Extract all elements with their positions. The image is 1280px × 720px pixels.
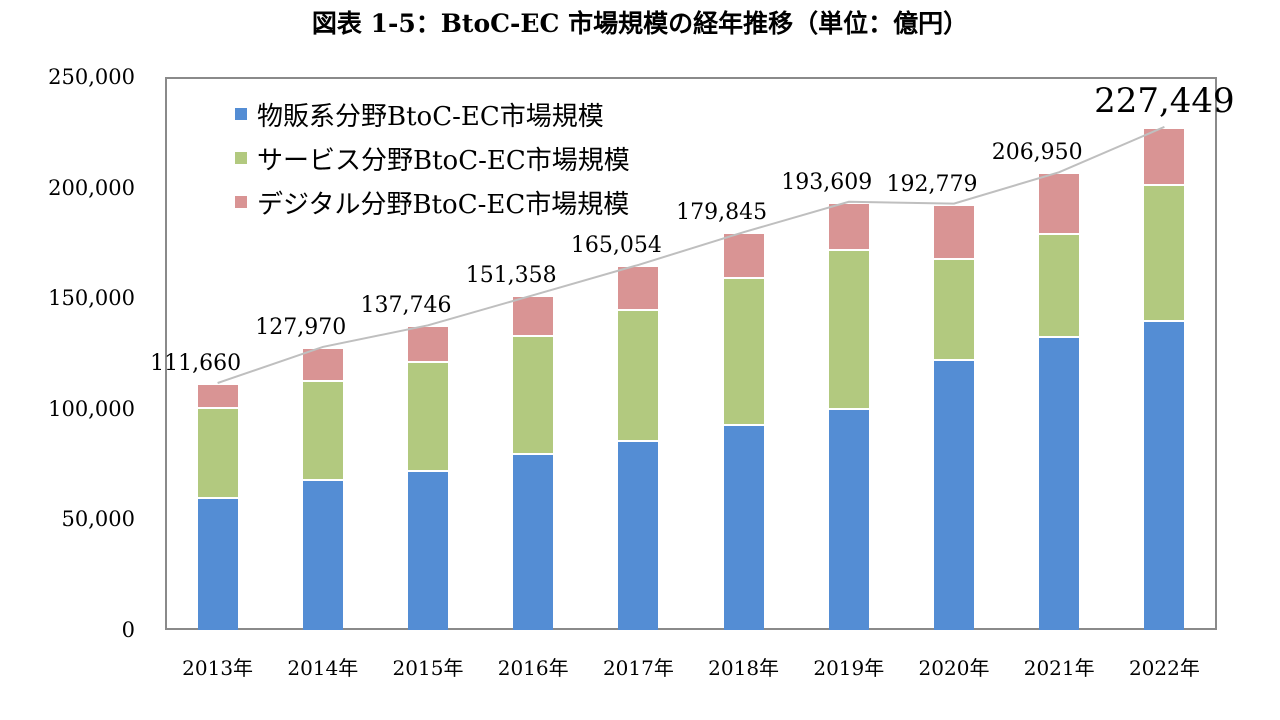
total-label: 227,449	[1094, 80, 1235, 121]
bar-segment-digital	[618, 264, 659, 310]
bar-segment-service	[723, 277, 764, 425]
bar-segment-physical	[1144, 320, 1185, 630]
total-label: 151,358	[465, 263, 557, 289]
x-tick-label: 2020年	[918, 656, 990, 680]
x-tick-label: 2015年	[392, 656, 464, 680]
bar-segment-digital	[197, 383, 238, 408]
legend: 物販系分野BtoC-EC市場規模 サービス分野BtoC-EC市場規模 デジタル分…	[235, 92, 630, 224]
y-tick-label: 150,000	[48, 286, 135, 311]
y-tick-label: 250,000	[48, 65, 135, 89]
bar-segment-service	[828, 249, 869, 408]
legend-swatch-physical	[235, 108, 247, 120]
x-tick-label: 2018年	[708, 656, 780, 680]
bar-segment-service	[408, 361, 448, 470]
bar-segment-service	[1144, 184, 1185, 321]
bar-segment-service	[302, 380, 343, 480]
x-tick-label: 2021年	[1023, 656, 1095, 680]
total-label: 192,779	[886, 171, 978, 197]
bar-segment-service	[1039, 233, 1080, 337]
total-label: 137,746	[360, 293, 452, 319]
bar-segment-physical	[513, 452, 554, 630]
x-tick-label: 2013年	[182, 656, 254, 680]
legend-swatch-service	[235, 152, 247, 164]
bar-segment-physical	[1039, 336, 1080, 630]
total-label: 111,660	[150, 351, 242, 376]
legend-item-service: サービス分野BtoC-EC市場規模	[235, 136, 630, 180]
x-tick-label: 2014年	[287, 656, 359, 680]
bar-segment-service	[513, 335, 554, 453]
y-tick-label: 0	[121, 618, 135, 642]
y-tick-label: 100,000	[48, 396, 135, 421]
total-label: 165,054	[570, 232, 662, 258]
total-label: 193,609	[781, 169, 873, 195]
total-label: 179,845	[676, 200, 768, 226]
y-tick-label: 200,000	[48, 175, 135, 200]
bar-segment-service	[618, 309, 659, 440]
bar-segment-physical	[408, 469, 448, 630]
legend-label: 物販系分野BtoC-EC市場規模	[257, 101, 604, 132]
total-label: 206,950	[991, 140, 1083, 166]
bar-segment-physical	[302, 479, 343, 630]
legend-swatch-digital	[235, 196, 247, 208]
x-tick-label: 2016年	[497, 656, 569, 680]
bar-segment-physical	[828, 407, 869, 630]
bar-segment-physical	[723, 424, 764, 630]
chart-title: 図表 1-5：BtoC-EC 市場規模の経年推移（単位：億円）	[311, 9, 969, 38]
legend-item-physical: 物販系分野BtoC-EC市場規模	[235, 92, 630, 136]
bar-segment-digital	[513, 295, 554, 336]
x-tick-label: 2019年	[813, 656, 885, 680]
legend-label: サービス分野BtoC-EC市場規模	[257, 145, 630, 176]
total-label: 127,970	[255, 314, 347, 340]
bar-segment-service	[934, 258, 974, 360]
legend-item-digital: デジタル分野BtoC-EC市場規模	[235, 180, 630, 224]
x-tick-label: 2022年	[1128, 656, 1200, 680]
bar-segment-physical	[197, 497, 238, 630]
y-tick-label: 50,000	[61, 507, 135, 532]
legend-label: デジタル分野BtoC-EC市場規模	[257, 189, 630, 220]
bar-segment-physical	[618, 439, 659, 630]
bar-segment-physical	[934, 359, 974, 630]
bar-segment-service	[197, 407, 238, 498]
x-tick-label: 2017年	[602, 656, 674, 680]
